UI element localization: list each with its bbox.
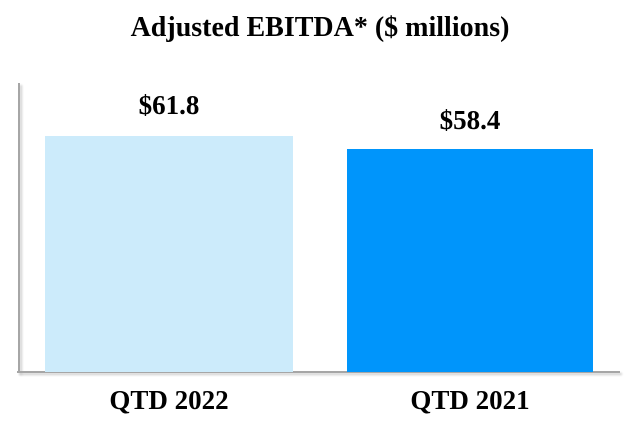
category-label-qtd-2021: QTD 2021 [410, 385, 530, 415]
value-label-qtd-2022: $61.8 [138, 90, 200, 120]
bar-qtd-2022 [45, 136, 293, 372]
value-label-qtd-2021: $58.4 [439, 105, 501, 135]
category-label-qtd-2022: QTD 2022 [109, 385, 229, 415]
y-axis-line [18, 83, 20, 373]
bar-qtd-2021 [347, 149, 593, 372]
chart-title: Adjusted EBITDA* ($ millions) [130, 12, 510, 43]
x-axis-line [17, 371, 620, 373]
